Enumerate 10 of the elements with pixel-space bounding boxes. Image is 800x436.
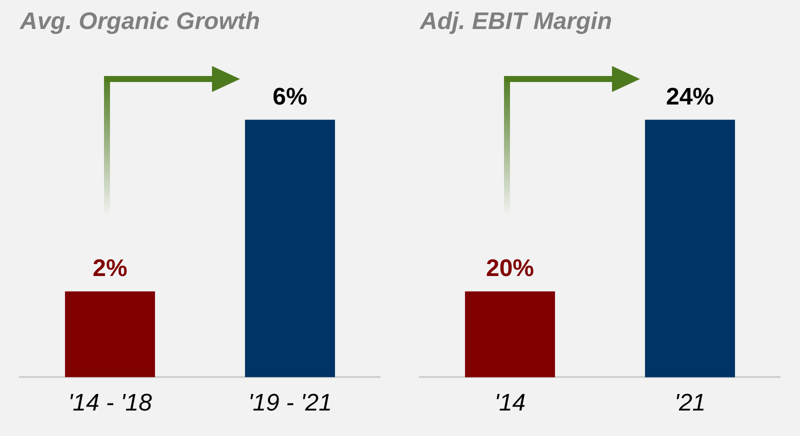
x-tick-label: '19 - '21 xyxy=(248,389,332,416)
data-label: 2% xyxy=(92,254,128,282)
chart-title: Avg. Organic Growth xyxy=(19,8,260,36)
chart-title: Adj. EBIT Margin xyxy=(419,8,612,36)
x-tick-label: '21 xyxy=(674,389,706,416)
data-label: 6% xyxy=(272,83,308,110)
data-label: 24% xyxy=(666,83,714,110)
data-label: 20% xyxy=(486,254,534,282)
x-tick-label: '14 xyxy=(494,389,526,416)
x-tick-label: '14 - '18 xyxy=(68,389,153,416)
